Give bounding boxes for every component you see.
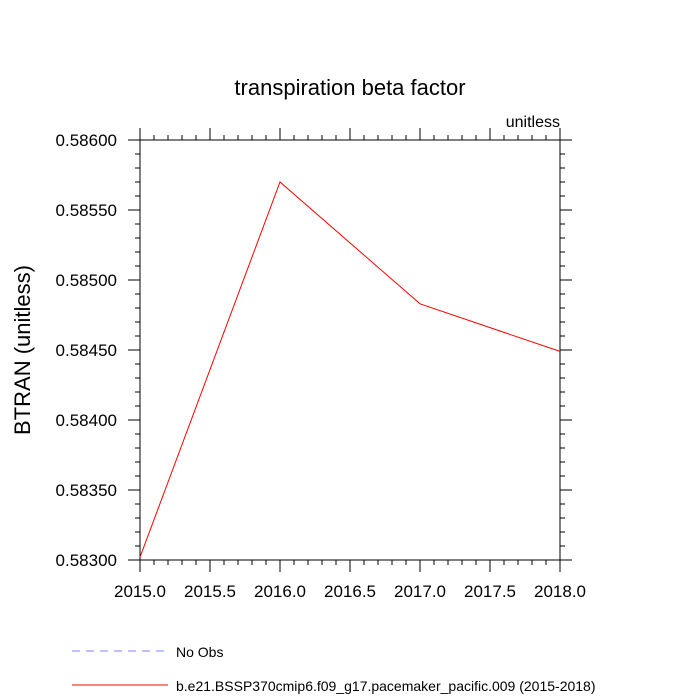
y-axis-label: BTRAN (unitless) xyxy=(10,265,35,435)
x-tick-label: 2016.5 xyxy=(324,582,376,601)
series-layer xyxy=(139,181,561,558)
y-tick-label: 0.58300 xyxy=(56,551,117,570)
x-tick-label: 2016.0 xyxy=(254,582,306,601)
legend-label: No Obs xyxy=(176,644,223,660)
y-tick-label: 0.58350 xyxy=(56,481,117,500)
series-line xyxy=(139,181,561,558)
y-tick-label: 0.58400 xyxy=(56,411,117,430)
legend-label: b.e21.BSSP370cmip6.f09_g17.pacemaker_pac… xyxy=(176,678,596,694)
y-axis-ticks xyxy=(128,139,572,561)
x-tick-label: 2017.0 xyxy=(394,582,446,601)
y-axis-tick-labels: 0.58300 0.58350 0.58400 0.58450 0.58500 0.585… xyxy=(56,131,117,570)
x-axis-ticks xyxy=(139,128,561,572)
x-tick-label: 2015.0 xyxy=(114,582,166,601)
units-label: unitless xyxy=(506,114,560,131)
x-tick-label: 2018.0 xyxy=(534,582,586,601)
plot-frame xyxy=(139,139,561,561)
chart-title: transpiration beta factor xyxy=(234,75,465,100)
x-axis-tick-labels: 2015.0 2015.5 2016.0 2016.5 2017.0 2017.5 2018… xyxy=(114,582,586,601)
y-tick-label: 0.58600 xyxy=(56,131,117,150)
x-tick-label: 2015.5 xyxy=(184,582,236,601)
x-tick-label: 2017.5 xyxy=(464,582,516,601)
legend: No Obs b.e21.BSSP370cmip6.f09_g17.pacemak… xyxy=(72,644,596,694)
y-tick-label: 0.58500 xyxy=(56,271,117,290)
y-tick-label: 0.58450 xyxy=(56,341,117,360)
y-tick-label: 0.58550 xyxy=(56,201,117,220)
